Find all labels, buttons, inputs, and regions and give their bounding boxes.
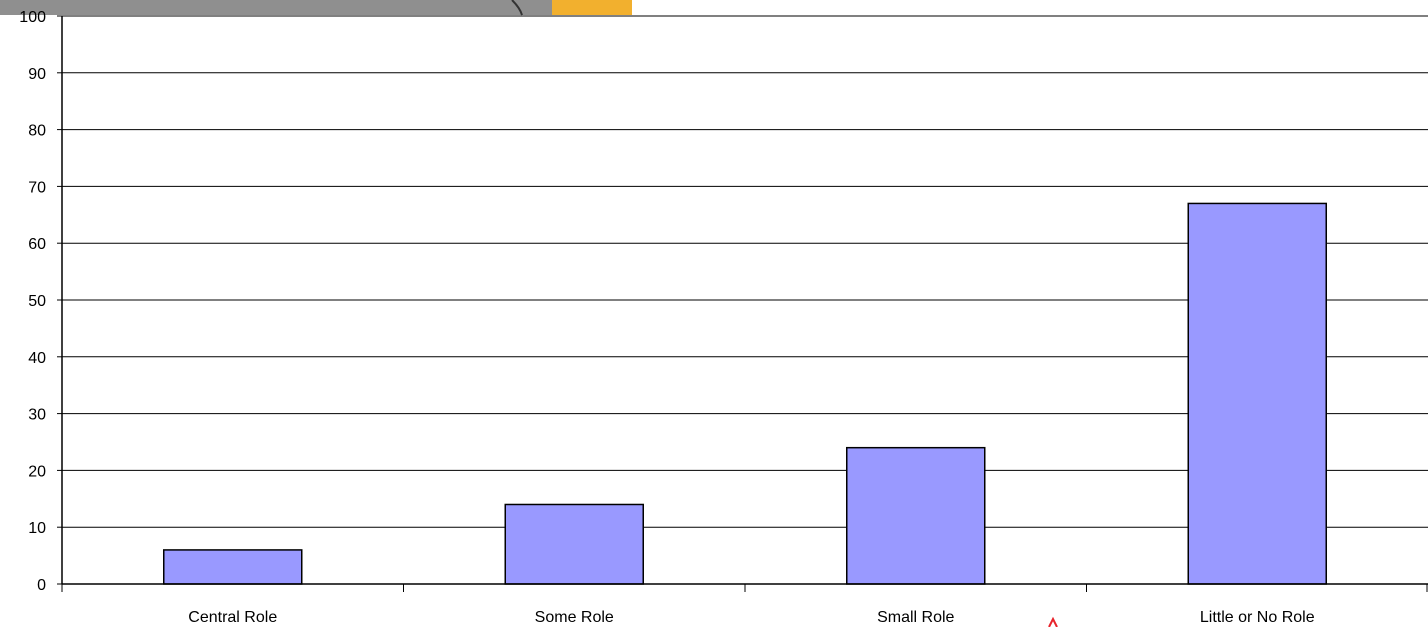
- y-tick-label: 30: [28, 407, 46, 424]
- y-tick-label: 80: [28, 123, 46, 140]
- gridlines: [62, 15, 1428, 528]
- x-axis-tick-labels: Central Role Some Role Small Role Little or…: [188, 609, 1314, 626]
- y-tick-label: 70: [28, 179, 46, 196]
- x-tick-label: Little or No Role: [1200, 609, 1315, 626]
- y-tick-label: 10: [28, 520, 46, 537]
- red-pointer-mark: [1048, 616, 1058, 627]
- photo-accent: [552, 0, 632, 15]
- bars: [163, 202, 1327, 585]
- y-tick-label: 20: [28, 463, 46, 480]
- x-tick-label: Some Role: [535, 609, 614, 626]
- y-tick-label: 0: [37, 577, 46, 594]
- bar-1: [504, 503, 644, 585]
- bar-3: [1187, 202, 1327, 585]
- background-photo-strip: [0, 0, 632, 16]
- y-tick-label: 60: [28, 236, 46, 253]
- photo-curve: [511, 0, 523, 16]
- axes: [61, 16, 1428, 592]
- y-tick-label: 90: [28, 66, 46, 83]
- x-tick-label: Central Role: [188, 609, 277, 626]
- bar-2: [846, 446, 986, 585]
- x-tick-label: Small Role: [877, 609, 954, 626]
- y-axis-tick-labels: 0 10 20 30 40 50 60 70 80 90 100: [19, 9, 62, 594]
- photo-strip: [0, 0, 632, 15]
- bar-0: [163, 549, 303, 585]
- y-tick-label: 50: [28, 293, 46, 310]
- y-tick-label: 100: [19, 9, 46, 26]
- y-tick-label: 40: [28, 350, 46, 367]
